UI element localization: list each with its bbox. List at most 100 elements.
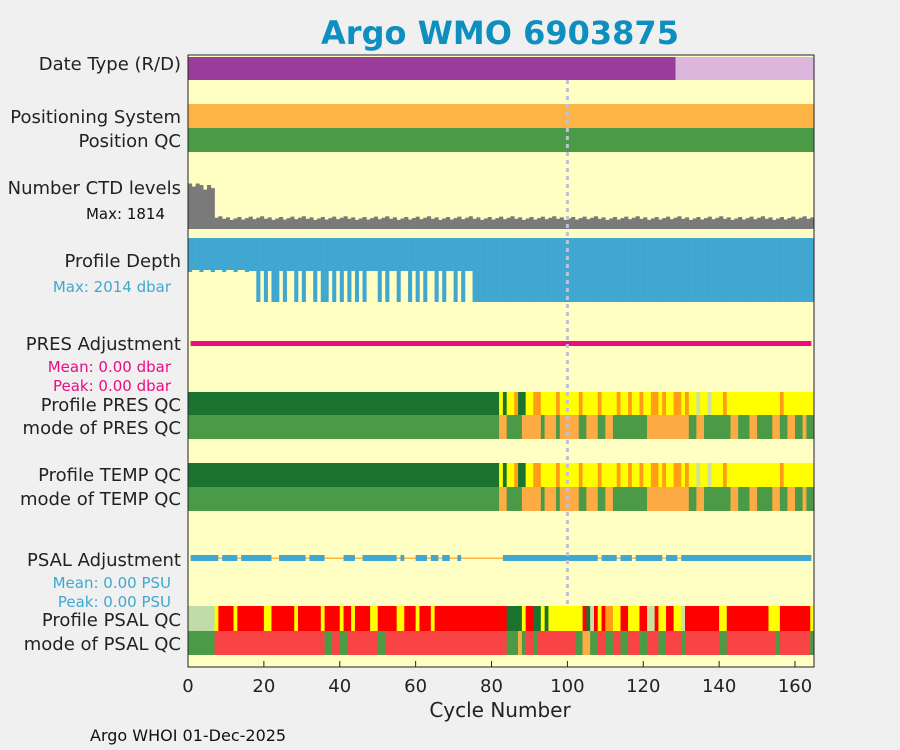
profile-depth-bar — [650, 238, 655, 302]
profile-psal-qc-segment — [654, 606, 659, 631]
profile-temp-qc-segment — [643, 463, 652, 487]
profile-depth-bar — [540, 238, 545, 302]
label-profile-depth: Profile Depth — [64, 251, 181, 272]
profile-depth-bar — [480, 238, 485, 302]
profile-psal-qc-segment — [506, 606, 523, 631]
footer-credit: Argo WHOI 01-Dec-2025 — [90, 726, 286, 745]
mode-psal-qc-segment — [779, 631, 811, 655]
plot-area — [188, 55, 814, 667]
ctd-levels-bar — [772, 219, 777, 229]
ctd-levels-bar — [787, 218, 792, 229]
x-tick-label: 140 — [702, 676, 736, 697]
ctd-levels-bar — [483, 218, 489, 229]
mode-temp-qc-segment — [757, 487, 773, 511]
profile-temp-qc-segment — [514, 463, 519, 487]
ctd-levels-bar — [654, 216, 659, 229]
profile-psal-qc-segment — [605, 606, 614, 631]
psal-adjustment-segment — [400, 555, 405, 561]
ctd-levels-bar — [286, 218, 291, 229]
profile-temp-qc-segment — [681, 463, 686, 487]
mode-temp-qc-segment — [696, 487, 705, 511]
profile-temp-qc-segment — [688, 463, 697, 487]
profile-depth-bar — [377, 238, 382, 302]
profile-depth-bar — [514, 238, 519, 302]
ctd-levels-bar — [749, 216, 754, 229]
profile-psal-qc-segment — [521, 606, 526, 631]
ctd-levels-bar — [461, 219, 466, 229]
ctd-levels-bar — [351, 217, 356, 229]
mode-pres-qc-segment — [730, 415, 739, 439]
mode-psal-qc-segment — [639, 631, 648, 655]
profile-psal-qc-segment — [726, 606, 769, 631]
profile-depth-bar — [237, 238, 242, 270]
mode-temp-qc-segment — [578, 487, 587, 511]
label-pres-adjustment: PRES Adjustment — [26, 334, 181, 355]
profile-depth-bar — [222, 238, 227, 272]
mode-psal-qc-segment — [628, 631, 640, 655]
profile-temp-qc-segment — [559, 463, 580, 487]
profile-temp-qc-segment — [666, 463, 674, 487]
profile-depth-bar — [734, 238, 739, 302]
x-tick-label: 0 — [182, 676, 193, 697]
ctd-levels-bar — [332, 216, 337, 229]
profile-pres-qc-segment — [685, 392, 690, 415]
profile-depth-bar — [506, 238, 511, 302]
profile-depth-bar — [658, 238, 663, 302]
ctd-levels-bar — [673, 217, 678, 229]
ctd-levels-bar — [722, 218, 728, 229]
profile-psal-qc-segment — [339, 606, 344, 631]
profile-depth-bar — [396, 238, 401, 302]
ctd-levels-bar — [620, 218, 625, 229]
mode-psal-qc-segment — [658, 631, 667, 655]
profile-depth-bar — [423, 238, 428, 302]
label-profile-pres-qc: Profile PRES QC — [41, 395, 181, 416]
profile-temp-qc-segment — [685, 463, 690, 487]
profile-pres-qc-segment — [578, 392, 583, 415]
profile-temp-qc-segment — [722, 463, 728, 487]
mode-pres-qc-segment — [188, 415, 500, 439]
profile-depth-bar — [696, 238, 701, 302]
label-mode-temp-qc: mode of TEMP QC — [20, 489, 181, 510]
profile-temp-qc-segment — [597, 463, 602, 487]
profile-pres-qc-segment — [616, 392, 621, 415]
ctd-levels-bar — [282, 219, 287, 229]
profile-depth-bar — [248, 238, 253, 271]
ctd-levels-bar — [502, 219, 507, 229]
profile-psal-qc-segment — [639, 606, 648, 631]
ctd-levels-bar — [658, 219, 663, 229]
profile-depth-bar — [590, 238, 595, 302]
profile-depth-bar — [681, 238, 686, 302]
mode-psal-qc-segment — [525, 631, 534, 655]
profile-depth-bar — [753, 238, 758, 302]
profile-depth-bar — [798, 238, 803, 302]
x-tick-label: 60 — [404, 676, 427, 697]
profile-temp-qc-segment — [707, 463, 712, 487]
profile-depth-bar — [563, 238, 568, 302]
x-tick-label: 120 — [626, 676, 660, 697]
profile-pres-qc-segment — [726, 392, 781, 415]
profile-psal-qc-segment — [673, 606, 682, 631]
mode-pres-qc-segment — [597, 415, 606, 439]
profile-pres-qc-segment — [681, 392, 686, 415]
ctd-levels-bar — [734, 218, 739, 229]
ctd-levels-bar — [810, 217, 815, 229]
ctd-levels-bar — [783, 219, 788, 229]
ctd-levels-bar — [647, 219, 652, 229]
profile-temp-qc-segment — [700, 463, 709, 487]
profile-depth-bar — [624, 238, 629, 302]
mode-psal-qc-segment — [612, 631, 621, 655]
data-marks — [188, 57, 815, 655]
profile-depth-bar — [385, 238, 390, 302]
mode-psal-qc-segment — [537, 631, 568, 655]
ctd-levels-bar — [400, 218, 405, 229]
ctd-levels-bar — [719, 216, 724, 229]
ctd-levels-bar — [263, 218, 268, 229]
profile-pres-qc-segment — [643, 392, 652, 415]
mode-temp-qc-segment — [506, 487, 523, 511]
profile-psal-qc-segment — [294, 606, 299, 631]
profile-temp-qc-segment — [533, 463, 542, 487]
profile-temp-qc-segment — [711, 463, 724, 487]
mode-psal-qc-segment — [377, 631, 386, 655]
x-axis: 0 20 40 60 80 100 120 140 160 — [182, 661, 812, 697]
profile-depth-bar — [502, 238, 507, 302]
